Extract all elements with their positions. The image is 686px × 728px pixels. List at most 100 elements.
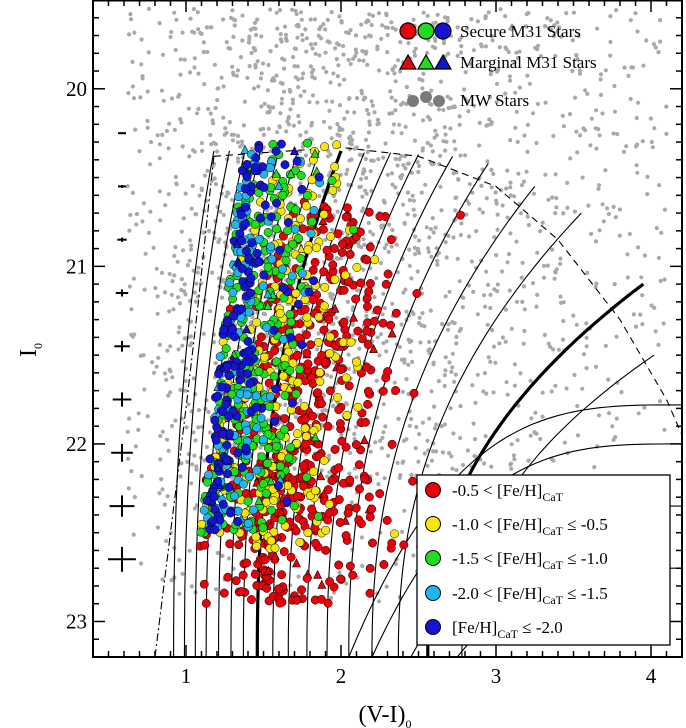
mw-star-point	[580, 386, 585, 391]
mw-star-point	[393, 98, 398, 103]
mw-star-point	[459, 44, 464, 49]
mw-star-point	[413, 234, 418, 239]
mw-star-point	[376, 121, 381, 126]
m31-secure-star-point	[283, 226, 293, 236]
m31-secure-star-point	[251, 532, 261, 542]
x-tick-label: 1	[181, 664, 192, 688]
mw-star-point	[145, 89, 150, 94]
blue-edge-line	[154, 156, 215, 657]
mw-star-point	[150, 360, 155, 365]
mw-star-point	[471, 103, 477, 108]
mw-star-point	[192, 56, 197, 61]
mw-star-point	[169, 96, 175, 101]
mw-star-point	[381, 430, 386, 435]
mw-star-point	[385, 71, 390, 76]
m31-secure-star-point	[250, 569, 260, 579]
mw-star-point	[213, 105, 218, 111]
m31-secure-star-point	[330, 274, 340, 284]
mw-star-point	[202, 82, 207, 87]
m31-secure-star-point	[321, 545, 331, 555]
m31-secure-star-point	[233, 517, 243, 527]
mw-star-point	[535, 47, 540, 52]
m31-secure-star-point	[315, 376, 325, 386]
mw-star-point	[538, 54, 544, 59]
m31-secure-star-point	[353, 402, 363, 412]
mw-star-point	[428, 227, 433, 232]
mw-star-point	[370, 103, 375, 108]
mw-star-point	[191, 7, 196, 12]
mw-star-point	[189, 481, 194, 486]
m31-secure-star-point	[286, 333, 296, 342]
mw-star-point	[564, 386, 569, 391]
mw-star-point	[560, 113, 565, 118]
mw-star-point	[519, 275, 524, 280]
m31-secure-star-point	[297, 585, 306, 595]
m31-secure-star-point	[251, 391, 261, 401]
m31-secure-star-point	[271, 441, 281, 451]
mw-star-point	[596, 186, 601, 191]
mw-star-point	[420, 118, 426, 123]
mw-star-point	[396, 58, 401, 63]
mw-star-point	[392, 380, 397, 385]
m31-secure-star-point	[328, 185, 338, 195]
mw-star-point	[310, 46, 315, 51]
y-tick-label: 23	[66, 610, 87, 634]
m31-secure-star-point	[383, 269, 393, 279]
m31-secure-star-point	[352, 357, 361, 367]
m31-secure-star-point	[238, 570, 248, 580]
mw-star-point	[491, 171, 496, 176]
mw-star-point	[614, 8, 619, 13]
m31-secure-star-point	[332, 140, 342, 150]
mw-star-point	[269, 78, 275, 83]
m31-secure-star-point	[316, 594, 326, 604]
mw-star-point	[329, 136, 334, 141]
mw-star-point	[291, 123, 296, 128]
mw-star-point	[148, 209, 153, 214]
mw-star-point	[393, 156, 398, 162]
mw-star-point	[571, 313, 576, 318]
mw-star-point	[608, 53, 613, 58]
mw-star-point	[298, 181, 303, 186]
m31-secure-star-point	[351, 503, 361, 513]
mw-star-point	[552, 33, 557, 39]
mw-star-point	[485, 282, 491, 287]
m31-secure-star-point	[265, 163, 275, 173]
mw-star-point	[282, 24, 288, 29]
mw-star-point	[437, 162, 442, 167]
mw-star-point	[452, 105, 457, 110]
mw-star-point	[202, 173, 208, 178]
mw-star-point	[173, 47, 178, 53]
mw-star-point	[467, 182, 472, 187]
mw-star-point	[226, 270, 231, 275]
m31-secure-star-point	[223, 469, 233, 479]
symbol-legend-label: MW Stars	[460, 91, 529, 110]
mw-star-point	[162, 502, 167, 507]
mw-star-point	[442, 383, 447, 389]
mw-star-point	[332, 590, 337, 595]
mw-star-point	[329, 10, 334, 15]
mw-star-point	[458, 404, 463, 409]
mw-star-point	[403, 166, 408, 171]
mw-star-point	[290, 7, 295, 12]
mw-star-point	[187, 548, 192, 553]
mw-star-point	[556, 347, 562, 352]
mw-star-point	[360, 208, 365, 214]
m31-secure-star-point	[204, 470, 214, 480]
mw-star-point	[158, 457, 163, 462]
mw-star-point	[145, 414, 150, 419]
mw-star-point	[337, 82, 342, 87]
mw-star-point	[316, 33, 321, 39]
mw-star-point	[429, 162, 434, 167]
mw-star-point	[541, 263, 547, 268]
mw-star-point	[440, 322, 445, 327]
mw-star-point	[182, 282, 187, 287]
mw-star-point	[419, 190, 424, 195]
mw-star-point	[304, 36, 309, 41]
legend-marker	[425, 482, 441, 498]
m31-secure-star-point	[326, 232, 336, 241]
m31-secure-star-point	[302, 573, 312, 583]
mw-star-point	[488, 292, 493, 297]
mw-star-point	[363, 156, 368, 162]
mw-star-point	[266, 126, 271, 131]
